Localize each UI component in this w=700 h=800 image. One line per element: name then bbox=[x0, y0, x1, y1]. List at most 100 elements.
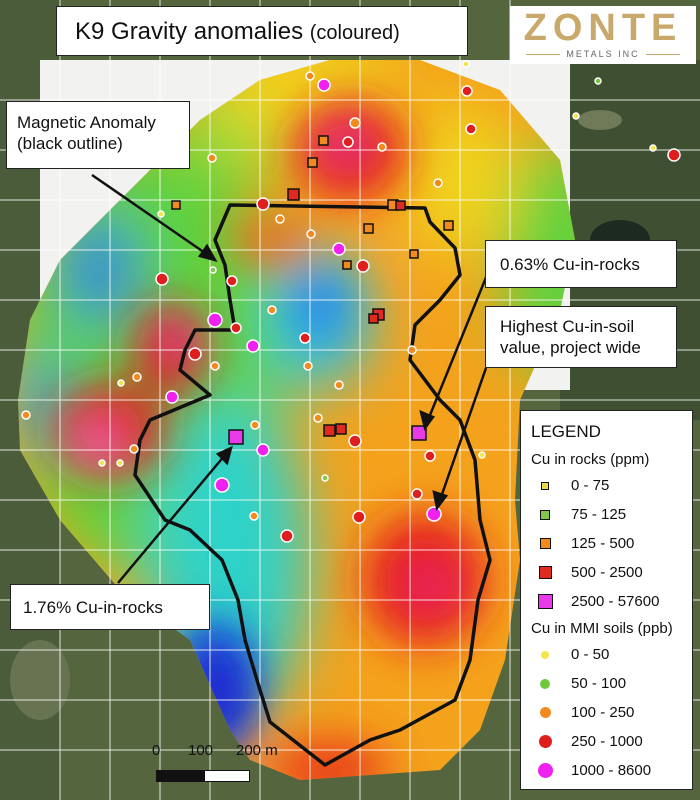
soil-sample bbox=[352, 510, 366, 524]
soil-sample bbox=[267, 305, 277, 315]
legend-rocks-title: Cu in rocks (ppm) bbox=[531, 451, 650, 468]
callout-176-cu-rocks: 1.76% Cu-in-rocks bbox=[10, 584, 210, 630]
soil-sample bbox=[572, 112, 580, 120]
map-title: K9 Gravity anomalies (coloured) bbox=[56, 6, 468, 56]
soil-sample bbox=[433, 178, 443, 188]
soil-sample bbox=[348, 434, 362, 448]
legend-rock-label: 125 - 500 bbox=[571, 535, 635, 552]
soil-sample bbox=[461, 85, 473, 97]
soil-sample bbox=[462, 60, 470, 68]
soil-sample bbox=[306, 229, 316, 239]
soil-sample bbox=[317, 78, 331, 92]
legend-soil-row: 50 - 100 bbox=[531, 669, 692, 698]
rock-sample bbox=[171, 200, 181, 210]
soil-sample bbox=[349, 117, 361, 129]
callout-magnetic-line2: (black outline) bbox=[17, 134, 123, 153]
title-sub: (coloured) bbox=[309, 22, 400, 44]
legend-soil-symbol-circle-icon bbox=[541, 650, 549, 659]
rock-sample bbox=[409, 249, 419, 259]
soil-sample bbox=[305, 71, 315, 81]
soil-sample bbox=[246, 339, 260, 353]
soil-sample bbox=[303, 361, 313, 371]
soil-sample bbox=[407, 345, 417, 355]
soil-sample bbox=[342, 136, 354, 148]
rock-samples bbox=[171, 135, 454, 445]
soil-sample bbox=[250, 420, 260, 430]
soil-sample bbox=[465, 123, 477, 135]
soil-sample bbox=[155, 272, 169, 286]
soil-sample bbox=[649, 144, 657, 152]
rock-sample bbox=[323, 424, 336, 437]
soil-sample bbox=[209, 266, 217, 274]
soil-sample bbox=[594, 77, 602, 85]
logo-name: ZONTE bbox=[523, 7, 683, 49]
rock-sample bbox=[443, 220, 454, 231]
soil-sample bbox=[334, 380, 344, 390]
legend-rock-label: 75 - 125 bbox=[571, 506, 627, 523]
callout-176-text: 1.76% Cu-in-rocks bbox=[23, 598, 163, 617]
soil-samples bbox=[21, 46, 681, 543]
legend-soil-label: 0 - 50 bbox=[571, 646, 610, 663]
magnetic-anomaly-outline bbox=[133, 203, 492, 767]
legend-rock-label: 500 - 2500 bbox=[571, 564, 643, 581]
callout-magnetic-line1: Magnetic Anomaly bbox=[17, 113, 156, 132]
soil-sample bbox=[256, 443, 270, 457]
soil-sample bbox=[165, 390, 179, 404]
rock-sample bbox=[411, 425, 427, 441]
legend-rock-symbol-square-icon bbox=[537, 594, 553, 609]
soil-sample bbox=[667, 148, 681, 162]
logo-tagline: METALS INC bbox=[510, 48, 696, 60]
legend-title: LEGEND bbox=[531, 422, 601, 441]
legend-rock-label: 0 - 75 bbox=[571, 477, 610, 494]
legend-soil-label: 250 - 1000 bbox=[571, 733, 643, 750]
scale-label-0: 0 bbox=[152, 742, 161, 759]
legend-rock-symbol-square-icon bbox=[540, 509, 550, 520]
legend-soils-title: Cu in MMI soils (ppb) bbox=[531, 620, 673, 637]
soil-sample bbox=[98, 459, 106, 467]
soil-sample bbox=[332, 242, 346, 256]
legend-soil-row: 100 - 250 bbox=[531, 698, 692, 727]
legend-rock-symbol-square-icon bbox=[538, 566, 552, 579]
callout-063-cu-rocks: 0.63% Cu-in-rocks bbox=[485, 240, 677, 288]
callout-arrows bbox=[91, 173, 489, 584]
rock-sample bbox=[228, 429, 244, 445]
soil-sample bbox=[313, 413, 323, 423]
legend-soil-symbol-circle-icon bbox=[539, 707, 551, 718]
rock-sample bbox=[335, 423, 347, 435]
soil-sample bbox=[132, 372, 142, 382]
rock-sample bbox=[342, 260, 352, 270]
legend-soil-label: 100 - 250 bbox=[571, 704, 635, 721]
legend-soil-row: 0 - 50 bbox=[531, 640, 692, 669]
scale-segment-white bbox=[204, 770, 250, 782]
soil-sample bbox=[411, 488, 423, 500]
soil-sample bbox=[210, 361, 220, 371]
soil-sample bbox=[249, 511, 259, 521]
legend-soil-label: 50 - 100 bbox=[571, 675, 627, 692]
soil-sample bbox=[377, 142, 387, 152]
soil-sample bbox=[280, 529, 294, 543]
legend-rock-label: 2500 - 57600 bbox=[571, 593, 660, 610]
title-main: K9 Gravity anomalies bbox=[75, 18, 304, 45]
soil-sample bbox=[299, 332, 311, 344]
legend-rock-row: 2500 - 57600 bbox=[531, 587, 692, 616]
soil-sample bbox=[275, 214, 285, 224]
callout-magnetic-anomaly: Magnetic Anomaly (black outline) bbox=[6, 101, 190, 169]
legend-rock-row: 75 - 125 bbox=[531, 500, 692, 529]
rock-sample bbox=[363, 223, 374, 234]
legend-soil-row: 250 - 1000 bbox=[531, 727, 692, 756]
legend-rock-symbol-square-icon bbox=[539, 538, 551, 549]
soil-sample bbox=[117, 379, 125, 387]
legend: LEGEND Cu in rocks (ppm) 0 - 75 75 - 125 1… bbox=[520, 410, 693, 790]
company-logo: ZONTE METALS INC bbox=[510, 6, 696, 64]
soil-sample bbox=[116, 459, 124, 467]
soil-sample bbox=[424, 450, 436, 462]
soil-sample bbox=[214, 477, 230, 493]
legend-rock-symbol-square-icon bbox=[541, 481, 549, 490]
legend-soil-symbol-circle-icon bbox=[537, 763, 553, 778]
legend-rock-row: 500 - 2500 bbox=[531, 558, 692, 587]
callout-highest-line1: Highest Cu-in-soil bbox=[500, 317, 635, 336]
soil-sample bbox=[226, 275, 238, 287]
legend-soil-row: 1000 - 8600 bbox=[531, 756, 692, 785]
